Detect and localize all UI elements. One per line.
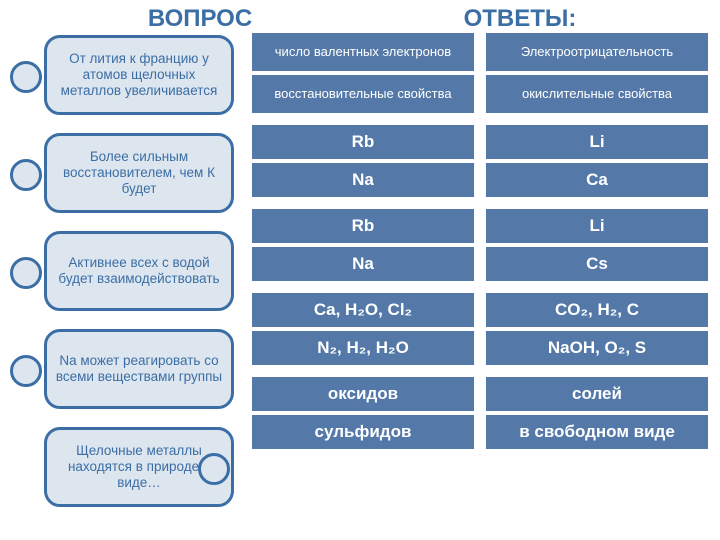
answer-cell[interactable]: Электроотрицательность — [486, 33, 708, 71]
answer-cell[interactable]: Na — [252, 247, 474, 281]
answer-cell[interactable]: восстановительные свойства — [252, 75, 474, 113]
header-answers: ОТВЕТЫ: — [360, 6, 680, 31]
answer-cell[interactable]: сульфидов — [252, 415, 474, 449]
question-dot-icon — [10, 159, 42, 191]
question-dot-icon — [10, 355, 42, 387]
question-item: Щелочные металлы находятся в природе в в… — [12, 427, 234, 511]
answer-block: Rb Li Na Ca — [252, 125, 708, 197]
answer-cell[interactable]: окислительные свойства — [486, 75, 708, 113]
question-dot-icon — [198, 453, 230, 485]
answers-column: число валентных электронов Электроотрица… — [252, 31, 708, 511]
answer-cell[interactable]: CO₂, H₂, C — [486, 293, 708, 327]
answer-block: Ca, H₂O, Cl₂ CO₂, H₂, C N₂, H₂, H₂O NaOH… — [252, 293, 708, 365]
question-item: Более сильным восстановителем, чем К буд… — [12, 133, 234, 217]
answer-cell[interactable]: N₂, H₂, H₂O — [252, 331, 474, 365]
answer-cell[interactable]: Rb — [252, 125, 474, 159]
answer-cell[interactable]: Rb — [252, 209, 474, 243]
questions-column: От лития к францию у атомов щелочных мет… — [12, 31, 234, 511]
answer-cell[interactable]: солей — [486, 377, 708, 411]
answer-cell[interactable]: Ca, H₂O, Cl₂ — [252, 293, 474, 327]
question-bubble: Na может реагировать со всеми веществами… — [44, 329, 234, 409]
answer-cell[interactable]: оксидов — [252, 377, 474, 411]
question-item: Na может реагировать со всеми веществами… — [12, 329, 234, 413]
answer-cell[interactable]: Cs — [486, 247, 708, 281]
answer-cell[interactable]: Na — [252, 163, 474, 197]
question-dot-icon — [10, 61, 42, 93]
question-item: От лития к францию у атомов щелочных мет… — [12, 35, 234, 119]
answer-cell[interactable]: Li — [486, 209, 708, 243]
answer-cell[interactable]: Ca — [486, 163, 708, 197]
answer-cell[interactable]: Li — [486, 125, 708, 159]
question-item: Активнее всех с водой будет взаимодейств… — [12, 231, 234, 315]
question-dot-icon — [10, 257, 42, 289]
answer-cell[interactable]: в свободном виде — [486, 415, 708, 449]
question-bubble: Активнее всех с водой будет взаимодейств… — [44, 231, 234, 311]
answer-cell[interactable]: NaOH, O₂, S — [486, 331, 708, 365]
question-bubble: От лития к францию у атомов щелочных мет… — [44, 35, 234, 115]
answer-block: Rb Li Na Cs — [252, 209, 708, 281]
header-questions: ВОПРОС — [40, 6, 360, 31]
answer-block: оксидов солей сульфидов в свободном виде — [252, 377, 708, 449]
answer-block: число валентных электронов Электроотрица… — [252, 33, 708, 113]
question-bubble: Более сильным восстановителем, чем К буд… — [44, 133, 234, 213]
answer-cell[interactable]: число валентных электронов — [252, 33, 474, 71]
